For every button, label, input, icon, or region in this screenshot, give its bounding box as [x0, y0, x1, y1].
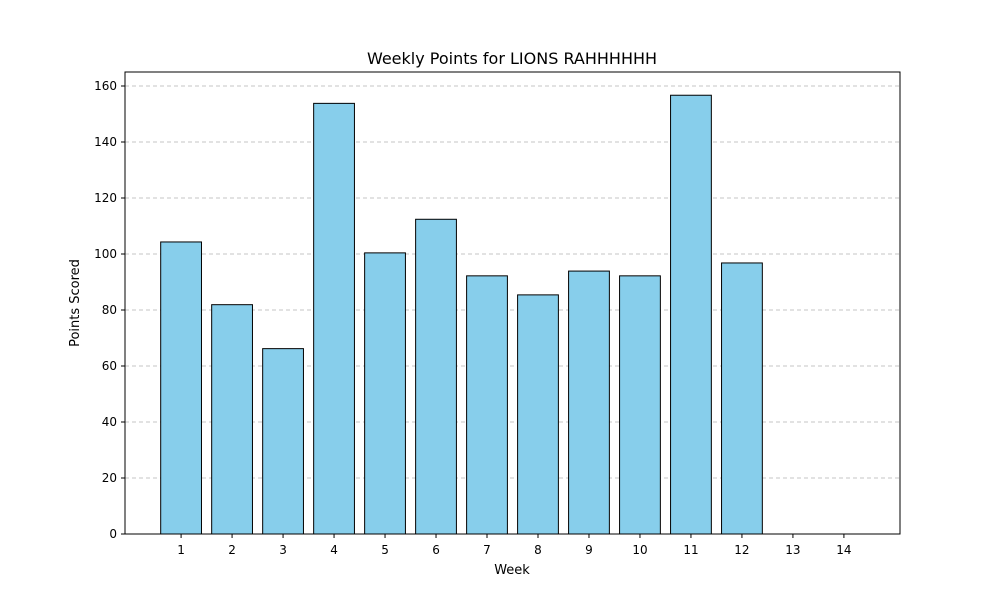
x-tick-label: 8 [534, 543, 542, 557]
y-tick-label: 80 [102, 303, 117, 317]
x-tick-label: 4 [330, 543, 338, 557]
y-tick-label: 20 [102, 471, 117, 485]
grid-lines [125, 85, 900, 479]
bar-week-9 [568, 270, 610, 535]
y-axis-label: Points Scored [68, 259, 83, 347]
x-tick-label: 14 [836, 543, 851, 557]
y-tick-label: 60 [102, 359, 117, 373]
x-tick-label: 9 [585, 543, 593, 557]
bar-week-6 [415, 218, 457, 535]
x-ticks: 1 2 3 4 5 6 7 8 9 10 11 12 13 14 [177, 534, 852, 557]
bar-week-4 [313, 102, 355, 535]
plot-frame [124, 71, 901, 535]
x-axis-label: Week [494, 563, 530, 578]
x-tick-label: 1 [177, 543, 185, 557]
x-tick-label: 11 [683, 543, 698, 557]
x-tick-label: 12 [734, 543, 749, 557]
bar-week-2 [211, 304, 253, 535]
x-tick-label: 7 [483, 543, 491, 557]
bar-week-5 [364, 252, 406, 535]
bar-week-10 [619, 275, 661, 535]
bar-week-3 [262, 348, 304, 535]
bar-week-8 [517, 294, 559, 535]
y-tick-label: 120 [94, 191, 117, 205]
x-tick-label: 2 [228, 543, 236, 557]
y-tick-label: 100 [94, 247, 117, 261]
chart-title: Weekly Points for LIONS RAHHHHHH [367, 49, 657, 68]
bar-week-1 [160, 241, 202, 535]
bar-week-12 [721, 262, 763, 535]
x-tick-label: 5 [381, 543, 389, 557]
x-tick-label: 6 [432, 543, 440, 557]
bar-week-7 [466, 275, 508, 535]
y-ticks: 0 20 40 60 80 100 120 140 160 [94, 79, 125, 541]
bars [160, 94, 763, 535]
y-tick-label: 140 [94, 135, 117, 149]
x-tick-label: 13 [785, 543, 800, 557]
bar-week-11 [670, 94, 712, 535]
x-tick-label: 3 [279, 543, 287, 557]
x-tick-label: 10 [632, 543, 647, 557]
y-tick-label: 0 [109, 527, 117, 541]
y-tick-label: 40 [102, 415, 117, 429]
y-tick-label: 160 [94, 79, 117, 93]
